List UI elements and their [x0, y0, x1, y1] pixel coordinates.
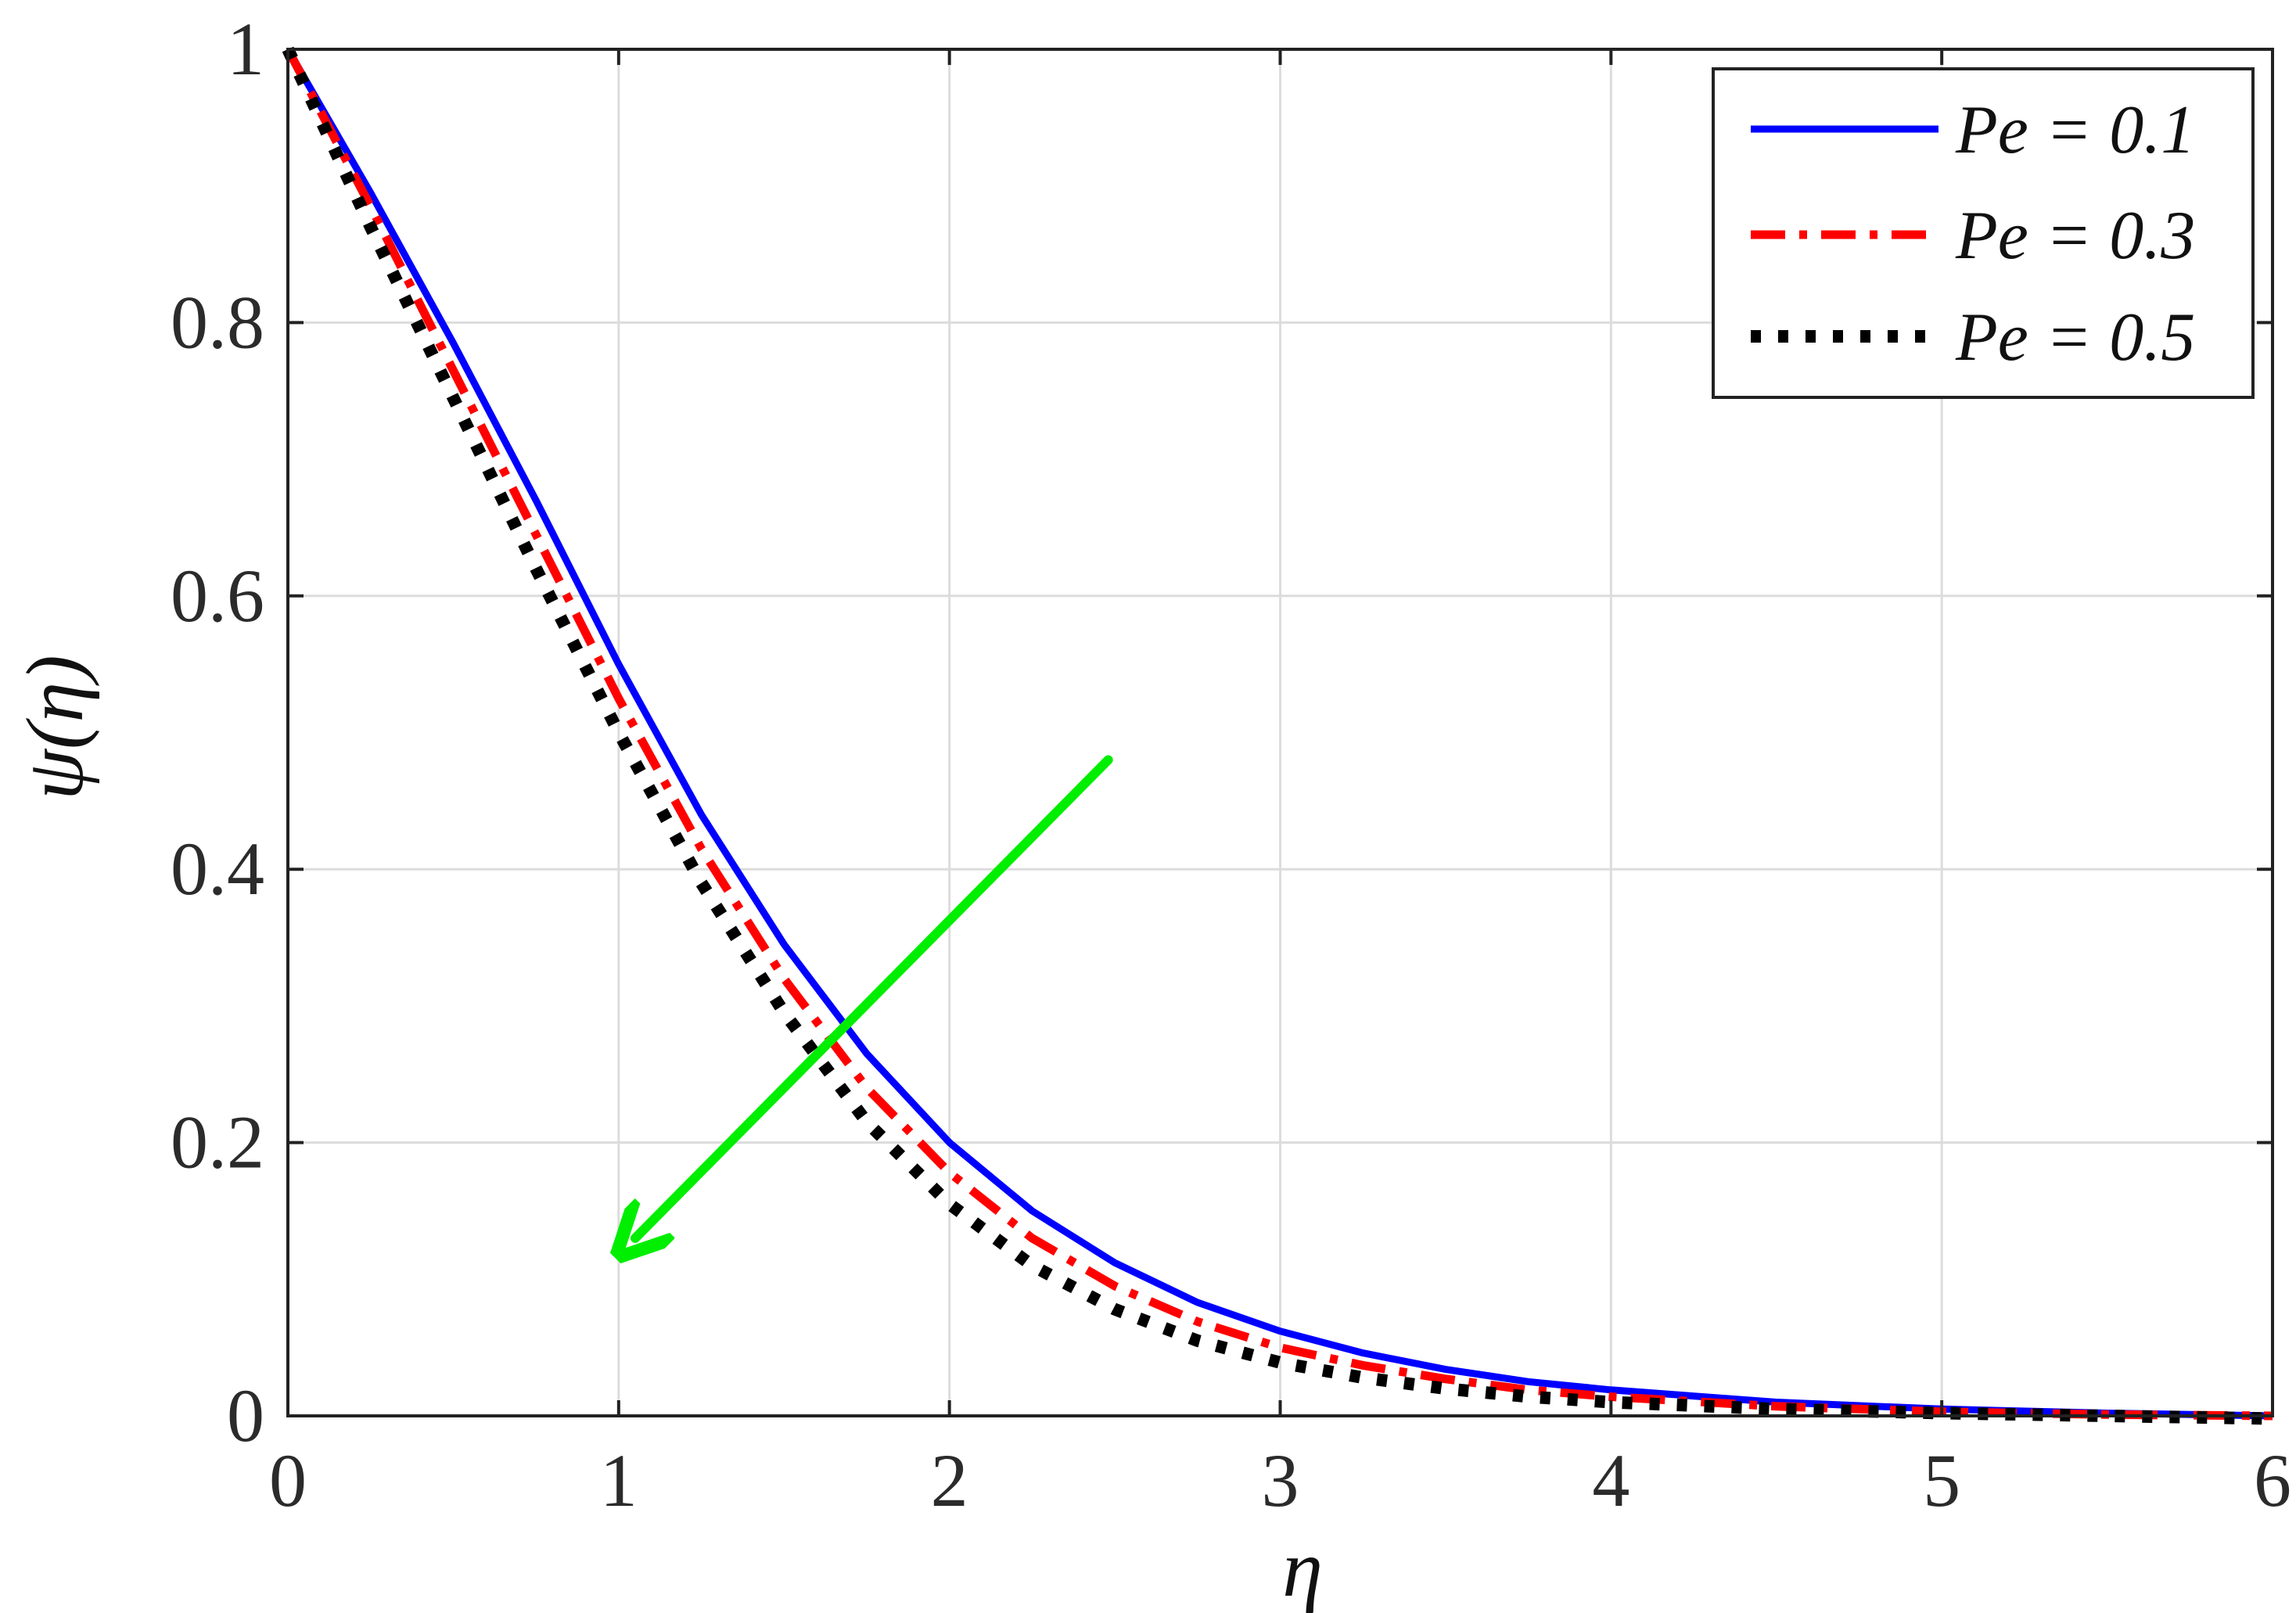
- axes: [286, 48, 2274, 1417]
- y-tick-label: 1: [227, 7, 264, 91]
- x-tick-label: 5: [1923, 1439, 1960, 1522]
- x-tick-label: 2: [931, 1439, 968, 1522]
- y-tick-label: 0: [227, 1374, 264, 1457]
- x-tick-label: 3: [1262, 1439, 1299, 1522]
- x-tick-label: 1: [600, 1439, 638, 1522]
- x-tick-label: 0: [269, 1439, 307, 1522]
- x-tick-label: 6: [2254, 1439, 2291, 1522]
- series-line-3: [282, 46, 2273, 1425]
- y-tick-label: 0.2: [171, 1101, 264, 1184]
- plot-frame: [286, 48, 2274, 1417]
- y-tick-label: 0.8: [171, 280, 264, 364]
- y-tick-label: 0.4: [171, 827, 264, 911]
- grid: [288, 49, 2273, 1416]
- x-tick-label: 4: [1592, 1439, 1629, 1522]
- x-axis-label: η: [1282, 1524, 1323, 1613]
- tick-labels: 0 1 2 3 4 5 6 0 0.2 0.4 0.6 0.8 1: [171, 7, 2291, 1522]
- series-line-2: [284, 47, 2273, 1421]
- legend: Pe = 0.1 Pe = 0.3 Pe = 0.5: [1712, 67, 2255, 399]
- y-axis-label: ψ(η): [10, 655, 100, 799]
- legend-label-1: Pe = 0.1: [1955, 92, 2195, 168]
- series-group: [282, 46, 2273, 1425]
- legend-label-2: Pe = 0.3: [1955, 198, 2195, 274]
- series-line-1: [285, 47, 2273, 1420]
- legend-label-3: Pe = 0.5: [1955, 300, 2195, 375]
- annotations: [635, 755, 1113, 1238]
- trend-arrow: [635, 755, 1113, 1238]
- y-tick-label: 0.6: [171, 554, 264, 638]
